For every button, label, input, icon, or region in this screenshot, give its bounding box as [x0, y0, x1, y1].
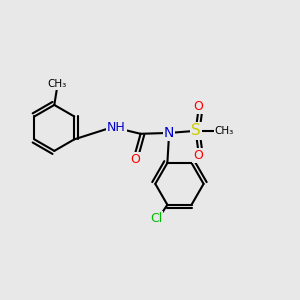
- Text: S: S: [191, 123, 200, 138]
- Text: N: N: [164, 126, 174, 140]
- Text: CH₃: CH₃: [215, 126, 234, 136]
- Text: Cl: Cl: [150, 212, 162, 225]
- Text: O: O: [193, 100, 203, 113]
- Text: NH: NH: [107, 122, 125, 134]
- Text: CH₃: CH₃: [47, 79, 66, 89]
- Text: O: O: [193, 148, 203, 161]
- Text: O: O: [130, 153, 140, 166]
